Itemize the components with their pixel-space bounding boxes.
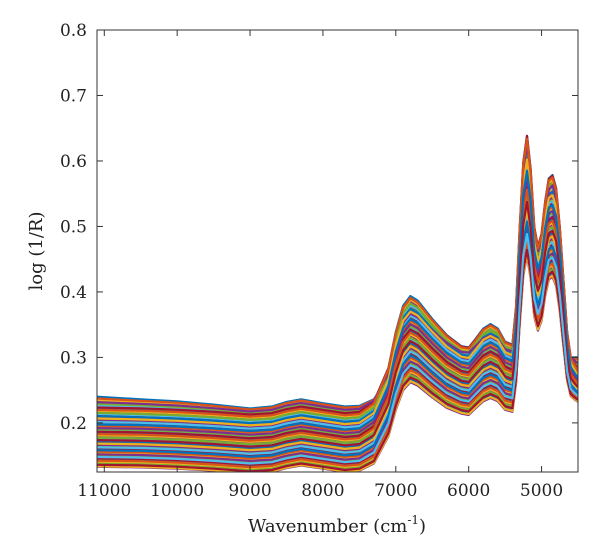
spectrum-line-59 (97, 253, 578, 472)
spectrum-line-33 (97, 196, 578, 446)
spectrum-line-44 (97, 223, 578, 460)
x-tick-label: 6000 (447, 481, 490, 501)
spectrum-line-42 (97, 217, 578, 457)
x-tick-label: 7000 (374, 481, 417, 501)
x-tick-label: 5000 (520, 481, 563, 501)
y-tick-label: 0.5 (60, 217, 87, 237)
spectrum-line-46 (97, 228, 578, 462)
spectrum-line-41 (97, 215, 578, 455)
tick-layer: 11000 10000 9000 8000 7000 6000 5000 0.2 0.3 0.4 0… (60, 21, 578, 501)
series-layer (97, 134, 578, 472)
spectrum-line-20 (97, 164, 578, 430)
y-tick-label: 0.4 (60, 283, 87, 303)
plot-frame (96, 29, 579, 473)
spectrum-line-35 (97, 200, 578, 448)
x-tick-label: 8000 (301, 481, 344, 501)
spectrum-line-9 (97, 137, 578, 418)
y-tick-label: 0.8 (60, 21, 87, 41)
spectrum-line-5 (97, 138, 578, 414)
spectrum-line-48 (97, 233, 578, 465)
y-tick-label: 0.3 (60, 348, 87, 368)
spectrum-line-43 (97, 220, 578, 458)
spectrum-line-56 (97, 248, 578, 472)
x-tick-label: 10000 (150, 481, 204, 501)
y-tick-label: 0.7 (60, 86, 87, 106)
spectrum-line-51 (97, 239, 578, 469)
y-axis-title: log (1/R) (26, 212, 47, 291)
spectrum-line-47 (97, 230, 578, 464)
x-tick-label: 9000 (228, 481, 271, 501)
x-axis-title: Wavenumber (cm-1) (248, 513, 426, 537)
spectrum-line-38 (97, 208, 578, 452)
y-tick-label: 0.6 (60, 152, 87, 172)
spectrum-line-25 (97, 176, 578, 436)
spectrum-line-22 (97, 169, 578, 433)
spectrum-line-45 (97, 225, 578, 461)
x-tick-label: 11000 (77, 481, 131, 501)
spectrum-line-28 (97, 184, 578, 440)
spectrum-line-4 (97, 140, 578, 413)
y-tick-label: 0.2 (60, 414, 87, 434)
spectrum-line-30 (97, 188, 578, 442)
spectrum-line-17 (97, 158, 578, 427)
